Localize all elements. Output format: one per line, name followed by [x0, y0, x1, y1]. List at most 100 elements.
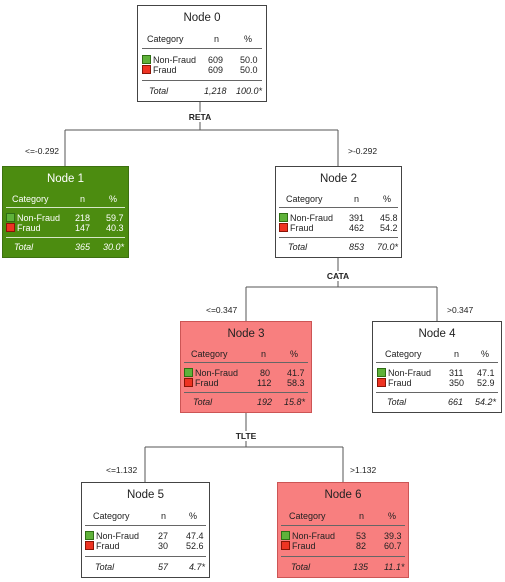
row-pct: 54.2 — [380, 223, 398, 233]
tree-node-3[interactable]: Node 3 Category n % Non-Fraud 80 41.7 Fr… — [180, 321, 312, 413]
header-pct: % — [290, 349, 299, 359]
total-divider — [6, 237, 125, 238]
fraud-swatch-icon — [377, 378, 386, 387]
total-divider — [142, 80, 262, 81]
fraud-swatch-icon — [6, 223, 15, 232]
row-category: Non-Fraud — [292, 531, 336, 541]
fraud-swatch-icon — [279, 223, 288, 232]
node-row-non-fraud: Non-Fraud 27 47.4 — [82, 531, 209, 542]
row-category: Fraud — [290, 223, 314, 233]
node-row-fraud: Fraud 350 52.9 — [373, 378, 501, 389]
node-row-non-fraud: Non-Fraud 391 45.8 — [276, 213, 401, 224]
node-total-row: Total 135 11.1* — [278, 562, 408, 573]
row-n: 609 — [208, 65, 224, 75]
header-divider — [142, 48, 262, 49]
row-pct: 52.9 — [477, 378, 495, 388]
tree-node-4[interactable]: Node 4 Category n % Non-Fraud 311 47.1 F… — [372, 321, 502, 413]
total-divider — [85, 556, 206, 557]
row-category: Non-Fraud — [290, 213, 334, 223]
header-n: n — [354, 194, 360, 204]
row-category: Non-Fraud — [17, 213, 61, 223]
edge-label-node5: <=1.132 — [106, 465, 138, 475]
node-title: Node 6 — [324, 489, 362, 501]
node-title: Node 5 — [126, 489, 165, 501]
total-label: Total — [288, 242, 308, 252]
row-n: 311 — [449, 368, 464, 378]
header-divider — [376, 362, 498, 363]
tree-node-0[interactable]: Node 0 Category n % Non-Fraud 609 50.0 F… — [137, 5, 267, 102]
row-n: 147 — [75, 223, 91, 233]
header-n: n — [261, 349, 267, 359]
edge-label-node1: <=-0.292 — [25, 146, 60, 156]
row-pct: 50.0 — [240, 55, 258, 65]
header-divider — [184, 362, 308, 363]
non-fraud-swatch-icon — [6, 213, 15, 222]
row-category: Fraud — [153, 65, 177, 75]
row-n: 53 — [356, 531, 367, 541]
row-pct: 60.7 — [384, 541, 402, 551]
header-pct: % — [109, 194, 118, 204]
header-category: Category — [286, 194, 323, 204]
total-n: 192 — [257, 397, 273, 407]
node-total-row: Total 365 30.0* — [3, 242, 128, 253]
edge-label-node3: <=0.347 — [206, 305, 238, 315]
row-n: 609 — [208, 55, 224, 65]
fraud-swatch-icon — [184, 378, 193, 387]
row-pct: 45.8 — [380, 213, 398, 223]
total-label: Total — [95, 562, 115, 572]
non-fraud-swatch-icon — [184, 368, 193, 377]
header-category: Category — [12, 194, 49, 204]
row-category: Fraud — [292, 541, 316, 551]
node-table-header: Category n % — [181, 349, 311, 360]
header-pct: % — [388, 511, 397, 521]
tree-node-1[interactable]: Node 1 Category n % Non-Fraud 218 59.7 F… — [2, 166, 129, 258]
tree-node-6[interactable]: Node 6 Category n % Non-Fraud 53 39.3 Fr… — [277, 482, 409, 578]
row-category: Fraud — [17, 223, 41, 233]
row-pct: 39.3 — [384, 531, 402, 541]
node-total-row: Total 1,218 100.0* — [138, 86, 266, 97]
tree-node-5[interactable]: Node 5 Category n % Non-Fraud 27 47.4 Fr… — [81, 482, 210, 578]
header-category: Category — [93, 511, 130, 521]
row-pct: 47.1 — [477, 368, 495, 378]
total-n: 661 — [448, 397, 464, 407]
header-divider — [281, 525, 405, 526]
total-n: 1,218 — [204, 86, 227, 96]
node-total-row: Total 661 54.2* — [373, 397, 501, 408]
row-n: 218 — [75, 213, 91, 223]
header-n: n — [454, 349, 460, 359]
node-title: Node 0 — [183, 12, 221, 24]
total-label: Total — [193, 397, 213, 407]
node-title: Node 2 — [319, 173, 358, 185]
tree-node-2[interactable]: Node 2 Category n % Non-Fraud 391 45.8 F… — [275, 166, 402, 258]
split-label-cata: CATA — [324, 271, 352, 281]
header-n: n — [214, 34, 220, 44]
node-total-row: Total 853 70.0* — [276, 242, 401, 253]
non-fraud-swatch-icon — [279, 213, 288, 222]
total-n: 57 — [158, 562, 169, 572]
total-pct: 54.2* — [475, 397, 497, 407]
total-label: Total — [149, 86, 169, 96]
total-divider — [184, 392, 308, 393]
row-category: Non-Fraud — [195, 368, 239, 378]
row-category: Non-Fraud — [153, 55, 197, 65]
total-n: 365 — [75, 242, 91, 252]
header-pct: % — [383, 194, 392, 204]
edge-label-node2: >-0.292 — [348, 146, 378, 156]
row-n: 391 — [349, 213, 365, 223]
node-table-header: Category n % — [373, 349, 501, 360]
non-fraud-swatch-icon — [281, 531, 290, 540]
header-pct: % — [481, 349, 490, 359]
node-row-fraud: Fraud 82 60.7 — [278, 541, 408, 552]
fraud-swatch-icon — [281, 541, 290, 550]
node-row-non-fraud: Non-Fraud 80 41.7 — [181, 368, 311, 379]
header-pct: % — [189, 511, 198, 521]
edge-label-node4: >0.347 — [447, 305, 474, 315]
header-pct: % — [244, 34, 253, 44]
row-category: Non-Fraud — [388, 368, 432, 378]
node-row-non-fraud: Non-Fraud 218 59.7 — [3, 213, 128, 224]
row-pct: 59.7 — [106, 213, 124, 223]
node-row-non-fraud: Non-Fraud 311 47.1 — [373, 368, 501, 379]
node-title: Node 1 — [46, 173, 85, 185]
